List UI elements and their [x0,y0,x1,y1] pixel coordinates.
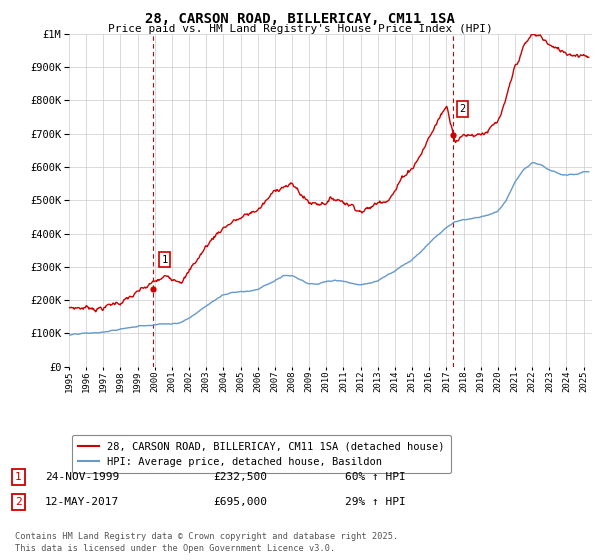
Text: 29% ↑ HPI: 29% ↑ HPI [345,497,406,507]
Text: 60% ↑ HPI: 60% ↑ HPI [345,472,406,482]
Text: Price paid vs. HM Land Registry's House Price Index (HPI): Price paid vs. HM Land Registry's House … [107,24,493,34]
Text: 24-NOV-1999: 24-NOV-1999 [45,472,119,482]
Text: 12-MAY-2017: 12-MAY-2017 [45,497,119,507]
Text: 1: 1 [161,255,168,265]
Text: 2: 2 [460,104,466,114]
Legend: 28, CARSON ROAD, BILLERICAY, CM11 1SA (detached house), HPI: Average price, deta: 28, CARSON ROAD, BILLERICAY, CM11 1SA (d… [71,435,451,473]
Text: 28, CARSON ROAD, BILLERICAY, CM11 1SA: 28, CARSON ROAD, BILLERICAY, CM11 1SA [145,12,455,26]
Text: £695,000: £695,000 [213,497,267,507]
Text: £232,500: £232,500 [213,472,267,482]
Text: 2: 2 [15,497,22,507]
Text: 1: 1 [15,472,22,482]
Text: Contains HM Land Registry data © Crown copyright and database right 2025.
This d: Contains HM Land Registry data © Crown c… [15,533,398,553]
